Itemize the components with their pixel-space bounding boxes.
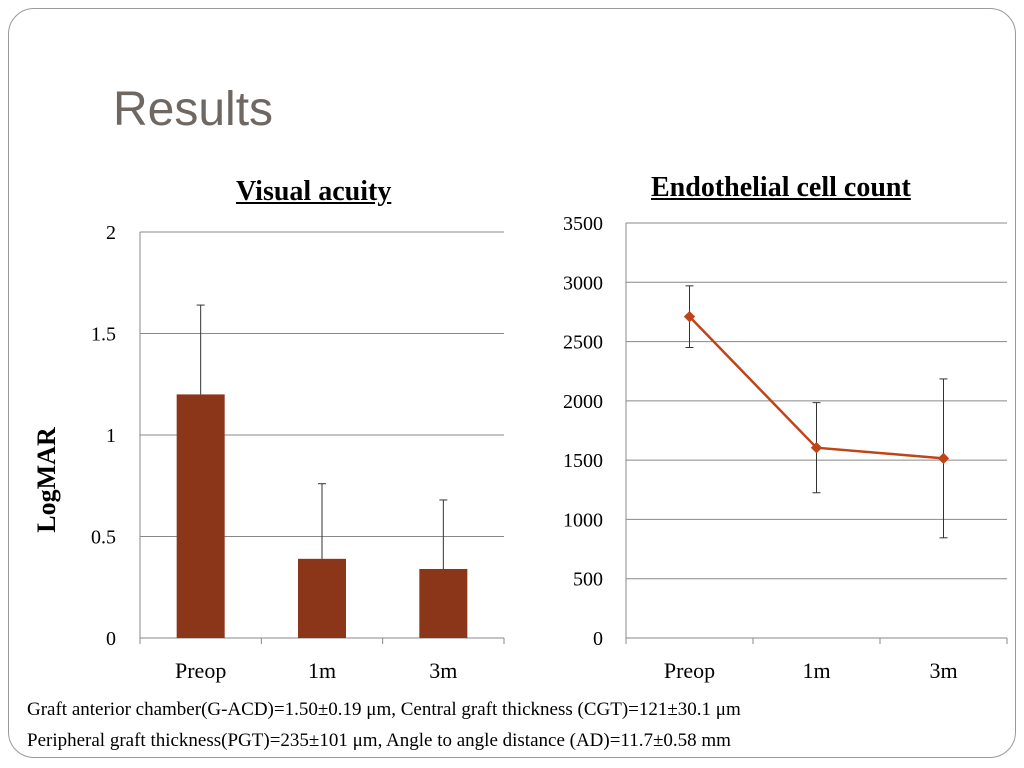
va-x-tick-label: Preop — [175, 658, 226, 683]
va-bar — [298, 558, 346, 638]
ec-y-tick-label: 3000 — [563, 272, 603, 294]
va-y-tick-label: 0.5 — [91, 527, 116, 549]
slide-title: Results — [113, 83, 274, 136]
ec-data-point — [937, 452, 950, 465]
va-bar — [176, 394, 225, 638]
ec-y-tick-label: 0 — [593, 628, 603, 650]
ec-y-tick-label: 1500 — [563, 450, 603, 472]
va-y-tick-label: 1.5 — [91, 324, 116, 346]
ec-y-tick-label: 3500 — [563, 213, 603, 235]
footnote-graft-measurements: Graft anterior chamber(G-ACD)=1.50±0.19 … — [27, 699, 741, 720]
ec-data-point — [683, 311, 696, 323]
ec-y-tick-label: 500 — [573, 569, 603, 591]
va-x-tick-label: 1m — [308, 658, 336, 683]
ec-x-tick-label: Preop — [664, 658, 715, 683]
footnote-peripheral-measurements: Peripheral graft thickness(PGT)=235±101 … — [27, 730, 731, 751]
va-y-axis-label: LogMAR — [32, 427, 61, 533]
va-y-tick-label: 1 — [106, 425, 116, 447]
ec-y-tick-label: 1000 — [563, 509, 603, 531]
va-y-tick-label: 0 — [106, 628, 116, 650]
va-y-tick-label: 2 — [106, 222, 116, 244]
ec-x-tick-label: 3m — [929, 658, 957, 683]
va-x-tick-label: 3m — [429, 658, 457, 683]
va-bar — [419, 568, 468, 638]
visual-acuity-title: Visual acuity — [236, 176, 392, 207]
ec-y-tick-label: 2000 — [563, 391, 603, 413]
slide-frame — [8, 8, 1016, 758]
ec-y-tick-label: 2500 — [563, 332, 603, 354]
endothelial-cell-count-title: Endothelial cell count — [651, 172, 911, 203]
ec-data-point — [810, 442, 823, 454]
ec-x-tick-label: 1m — [802, 658, 830, 683]
